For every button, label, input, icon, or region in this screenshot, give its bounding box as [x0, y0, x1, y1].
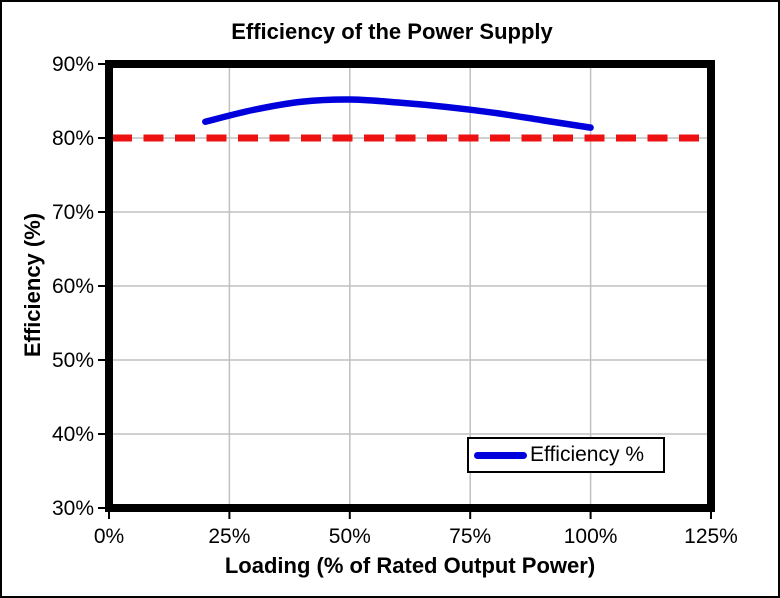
x-tick-label: 0% — [94, 525, 124, 548]
x-tick-label: 125% — [684, 525, 738, 548]
y-tick-label: 70% — [52, 201, 94, 224]
y-tick-label: 80% — [52, 127, 94, 150]
x-tick-label: 75% — [449, 525, 491, 548]
plot-border — [105, 60, 715, 512]
y-tick-label: 40% — [52, 423, 94, 446]
x-tick-label: 100% — [564, 525, 618, 548]
legend-line-sample — [474, 451, 527, 459]
x-tick-label: 25% — [208, 525, 250, 548]
y-tick-label: 50% — [52, 349, 94, 372]
efficiency-curve — [202, 96, 594, 131]
y-tick-label: 30% — [52, 497, 94, 520]
y-tick-label: 60% — [52, 275, 94, 298]
x-tick-label: 50% — [329, 525, 371, 548]
legend: Efficiency % — [467, 437, 665, 473]
chart-title: Efficiency of the Power Supply — [231, 19, 553, 44]
legend-label: Efficiency % — [530, 443, 644, 466]
y-tick-label: 90% — [52, 53, 94, 76]
x-axis-title: Loading (% of Rated Output Power) — [224, 553, 596, 578]
